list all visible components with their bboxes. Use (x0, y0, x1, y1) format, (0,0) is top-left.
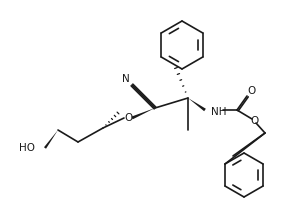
Polygon shape (132, 108, 155, 119)
Text: O: O (247, 86, 255, 96)
Text: NH: NH (211, 107, 226, 117)
Text: N: N (122, 74, 130, 84)
Polygon shape (188, 98, 206, 111)
Text: HO: HO (19, 143, 35, 153)
Text: O: O (250, 116, 258, 126)
Polygon shape (44, 130, 58, 149)
Text: O: O (124, 113, 132, 123)
